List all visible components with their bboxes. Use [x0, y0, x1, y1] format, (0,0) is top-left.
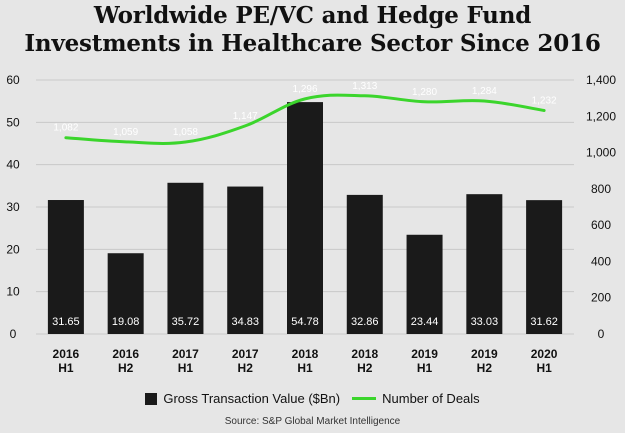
- line-data-label: 1,147: [233, 111, 258, 122]
- x-tick-label-year: 2019: [411, 347, 438, 361]
- x-tick-label-year: 2017: [172, 347, 199, 361]
- y-right-tick-label: 800: [591, 182, 611, 196]
- bar-data-label: 33.03: [471, 316, 499, 328]
- y-right-tick-label: 600: [591, 218, 611, 232]
- y-left-tick-label: 40: [6, 158, 20, 172]
- x-tick-label-year: 2018: [292, 347, 319, 361]
- line-data-label: 1,284: [472, 86, 497, 97]
- x-tick-label-half: H2: [118, 361, 134, 375]
- x-tick-label-year: 2017: [232, 347, 259, 361]
- bar-data-label: 23.44: [411, 316, 439, 328]
- x-tick-label-half: H1: [536, 361, 552, 375]
- line-data-label: 1,059: [113, 127, 138, 138]
- y-right-tick-label: 1,400: [586, 73, 616, 87]
- bar: [466, 194, 503, 334]
- y-right-tick-label: 200: [591, 291, 611, 305]
- bar: [167, 182, 204, 334]
- line-data-label: 1,280: [412, 87, 437, 98]
- y-right-tick-label: 1,200: [586, 109, 616, 123]
- chart-title-line-2: Investments in Healthcare Sector Since 2…: [24, 30, 601, 57]
- x-tick-label-half: H1: [178, 361, 194, 375]
- line-data-label: 1,313: [352, 81, 377, 92]
- x-tick-label-half: H1: [58, 361, 74, 375]
- y-right-tick-label: 0: [598, 327, 605, 341]
- x-tick-label-half: H2: [357, 361, 373, 375]
- bar: [47, 200, 84, 334]
- legend-item-number-of-deals: Number of Deals: [352, 391, 480, 406]
- bar: [287, 102, 323, 335]
- bar: [227, 186, 264, 334]
- bar-data-label: 32.86: [351, 316, 379, 328]
- chart-legend: Gross Transaction Value ($Bn) Number of …: [0, 391, 625, 406]
- legend-label-transaction-value: Gross Transaction Value ($Bn): [163, 391, 341, 406]
- y-left-tick-label: 30: [6, 200, 20, 214]
- x-tick-label-half: H2: [238, 361, 254, 375]
- bar-data-label: 19.08: [112, 316, 140, 328]
- x-tick-label-year: 2016: [112, 347, 139, 361]
- chart-title-line-1: Worldwide PE/VC and Hedge Fund: [93, 2, 532, 29]
- legend-swatch-bar: [145, 392, 158, 405]
- bar: [346, 194, 383, 334]
- bar: [406, 234, 443, 334]
- line-data-label: 1,296: [292, 84, 317, 95]
- line-data-label: 1,082: [53, 123, 78, 134]
- bar: [107, 253, 144, 334]
- y-left-tick-label: 0: [10, 327, 17, 341]
- x-tick-label-year: 2016: [53, 347, 80, 361]
- line-data-label: 1,058: [173, 127, 198, 138]
- bar-data-label: 54.78: [291, 316, 319, 328]
- bar: [526, 200, 563, 334]
- y-right-tick-label: 400: [591, 254, 611, 268]
- y-right-tick-label: 1,000: [586, 146, 616, 160]
- y-left-tick-label: 10: [6, 285, 20, 299]
- y-left-tick-label: 60: [6, 73, 20, 87]
- bar-data-label: 35.72: [172, 316, 200, 328]
- chart-plot-area: 010203040506002004006008001,0001,2001,40…: [6, 73, 616, 375]
- x-tick-label-half: H1: [417, 361, 433, 375]
- x-tick-label-year: 2020: [531, 347, 558, 361]
- x-tick-label-half: H2: [477, 361, 493, 375]
- y-left-tick-label: 20: [6, 242, 20, 256]
- bar-data-label: 31.62: [530, 316, 558, 328]
- chart-title: Worldwide PE/VC and Hedge Fund Investmen…: [0, 2, 625, 58]
- x-tick-label-half: H1: [297, 361, 313, 375]
- bar-data-label: 34.83: [231, 316, 259, 328]
- x-tick-label-year: 2018: [351, 347, 378, 361]
- y-left-tick-label: 50: [6, 115, 20, 129]
- source-note: Source: S&P Global Market Intelligence: [224, 416, 401, 427]
- x-tick-label-year: 2019: [471, 347, 498, 361]
- legend-swatch-line: [352, 397, 377, 400]
- deals-line: [64, 93, 546, 145]
- line-data-label: 1,232: [532, 95, 557, 106]
- legend-label-number-of-deals: Number of Deals: [382, 391, 480, 406]
- legend-item-transaction-value: Gross Transaction Value ($Bn): [145, 391, 340, 406]
- bar-data-label: 31.65: [52, 316, 80, 328]
